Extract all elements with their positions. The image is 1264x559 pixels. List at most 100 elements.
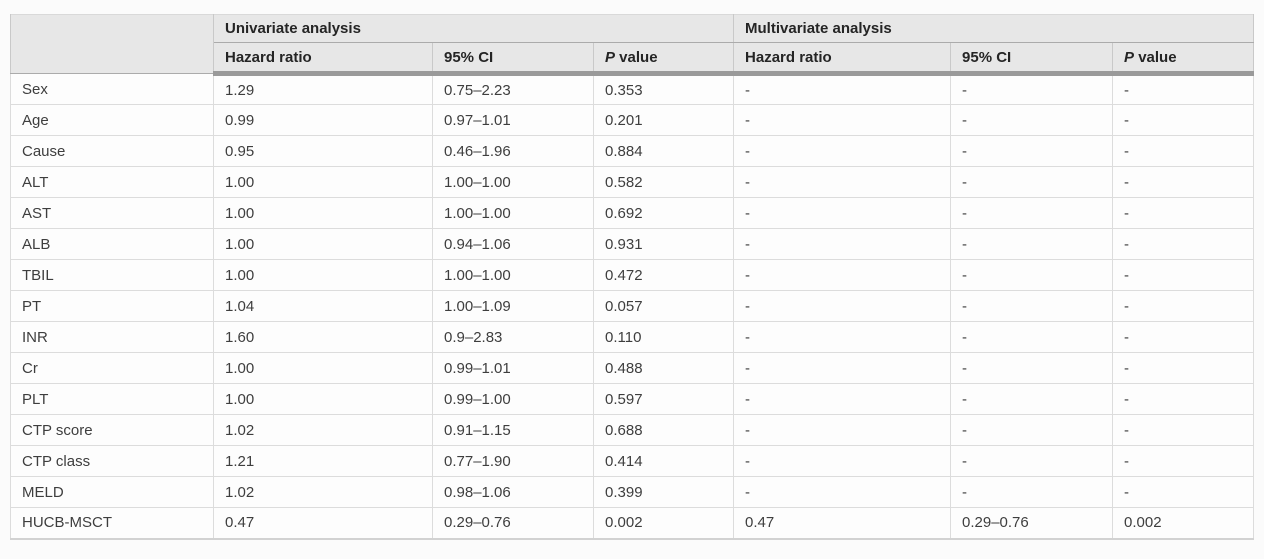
- table-row: ALT 1.00 1.00–1.00 0.582 - - -: [10, 166, 1255, 198]
- cell-uni-hazard-ratio: 1.02: [213, 414, 433, 446]
- table-row: HUCB-MSCT 0.47 0.29–0.76 0.002 0.47 0.29…: [10, 507, 1255, 539]
- table-row: ALB 1.00 0.94–1.06 0.931 - - -: [10, 228, 1255, 260]
- cell-multi-hazard-ratio: -: [733, 352, 952, 384]
- cell-uni-p-value: 0.597: [592, 383, 735, 415]
- cell-uni-ci: 0.98–1.06: [432, 476, 594, 508]
- cell-multi-ci: -: [950, 445, 1114, 477]
- cell-uni-p-value: 0.414: [592, 445, 735, 477]
- p-value-italic-letter: P: [1124, 48, 1135, 66]
- cell-variable: CTP class: [10, 445, 214, 477]
- cell-uni-hazard-ratio: 1.00: [213, 197, 433, 229]
- cell-multi-p-value: -: [1112, 476, 1255, 508]
- cell-uni-ci: 0.75–2.23: [432, 73, 594, 105]
- cell-multi-ci: -: [950, 290, 1114, 322]
- cell-multi-ci: -: [950, 228, 1114, 260]
- cell-multi-hazard-ratio: -: [733, 73, 952, 105]
- cell-multi-ci: -: [950, 383, 1114, 415]
- cell-variable: CTP score: [10, 414, 214, 446]
- cell-multi-hazard-ratio: -: [733, 259, 952, 291]
- cell-variable: PT: [10, 290, 214, 322]
- cell-uni-ci: 0.99–1.00: [432, 383, 594, 415]
- cell-variable: MELD: [10, 476, 214, 508]
- cell-variable: Sex: [10, 73, 214, 105]
- cell-variable: HUCB-MSCT: [10, 507, 214, 539]
- cell-uni-p-value: 0.057: [592, 290, 735, 322]
- cell-variable: PLT: [10, 383, 214, 415]
- cell-uni-hazard-ratio: 1.60: [213, 321, 433, 353]
- cell-multi-ci: -: [950, 321, 1114, 353]
- cell-multi-hazard-ratio: -: [733, 228, 952, 260]
- cell-uni-hazard-ratio: 1.02: [213, 476, 433, 508]
- cell-uni-hazard-ratio: 1.00: [213, 228, 433, 260]
- cell-multi-p-value: -: [1112, 383, 1255, 415]
- cell-uni-p-value: 0.582: [592, 166, 735, 198]
- cell-uni-hazard-ratio: 0.99: [213, 104, 433, 136]
- cell-uni-ci: 0.99–1.01: [432, 352, 594, 384]
- cell-uni-hazard-ratio: 0.47: [213, 507, 433, 539]
- cell-uni-hazard-ratio: 1.04: [213, 290, 433, 322]
- cell-uni-p-value: 0.472: [592, 259, 735, 291]
- cell-multi-ci: -: [950, 352, 1114, 384]
- cell-variable: Age: [10, 104, 214, 136]
- p-value-italic-letter: P: [605, 48, 616, 66]
- cell-uni-ci: 0.46–1.96: [432, 135, 594, 167]
- table-row: Cr 1.00 0.99–1.01 0.488 - - -: [10, 352, 1255, 384]
- cell-multi-p-value: -: [1112, 104, 1255, 136]
- cell-uni-ci: 1.00–1.00: [432, 197, 594, 229]
- table-row: PT 1.04 1.00–1.09 0.057 - - -: [10, 290, 1255, 322]
- col-header-uni-p-value: P value: [592, 42, 735, 76]
- cell-multi-p-value: -: [1112, 197, 1255, 229]
- cell-uni-ci: 0.97–1.01: [432, 104, 594, 136]
- cell-uni-p-value: 0.002: [592, 507, 735, 539]
- group-header-univariate: Univariate analysis: [212, 14, 735, 43]
- cell-uni-p-value: 0.488: [592, 352, 735, 384]
- table-row: CTP class 1.21 0.77–1.90 0.414 - - -: [10, 445, 1255, 477]
- cell-uni-ci: 1.00–1.09: [432, 290, 594, 322]
- table-row: MELD 1.02 0.98–1.06 0.399 - - -: [10, 476, 1255, 508]
- table-row: Age 0.99 0.97–1.01 0.201 - - -: [10, 104, 1255, 136]
- p-value-rest: value: [1134, 48, 1177, 66]
- cell-uni-hazard-ratio: 0.95: [213, 135, 433, 167]
- table-header: Univariate analysis Multivariate analysi…: [10, 14, 1255, 76]
- cell-multi-p-value: -: [1112, 259, 1255, 291]
- cell-multi-p-value: -: [1112, 166, 1255, 198]
- cell-multi-hazard-ratio: -: [733, 445, 952, 477]
- cell-variable: TBIL: [10, 259, 214, 291]
- table-row: CTP score 1.02 0.91–1.15 0.688 - - -: [10, 414, 1255, 446]
- cell-multi-hazard-ratio: -: [733, 383, 952, 415]
- cell-uni-hazard-ratio: 1.21: [213, 445, 433, 477]
- cell-multi-ci: 0.29–0.76: [950, 507, 1114, 539]
- cell-variable: Cause: [10, 135, 214, 167]
- cell-variable: ALB: [10, 228, 214, 260]
- sub-header-row: Hazard ratio 95% CI P value Hazard ratio…: [11, 42, 1255, 76]
- cell-multi-p-value: -: [1112, 135, 1255, 167]
- cell-multi-hazard-ratio: -: [733, 166, 952, 198]
- cell-uni-p-value: 0.884: [592, 135, 735, 167]
- table-row: INR 1.60 0.9–2.83 0.110 - - -: [10, 321, 1255, 353]
- cell-multi-hazard-ratio: -: [733, 135, 952, 167]
- col-header-multi-ci: 95% CI: [950, 42, 1114, 76]
- analysis-table: Univariate analysis Multivariate analysi…: [10, 14, 1255, 540]
- cell-multi-hazard-ratio: -: [733, 414, 952, 446]
- cell-multi-p-value: 0.002: [1112, 507, 1255, 539]
- cell-multi-hazard-ratio: 0.47: [733, 507, 952, 539]
- cell-uni-p-value: 0.692: [592, 197, 735, 229]
- cell-uni-ci: 0.94–1.06: [432, 228, 594, 260]
- cell-multi-ci: -: [950, 104, 1114, 136]
- cell-uni-p-value: 0.201: [592, 104, 735, 136]
- cell-uni-hazard-ratio: 1.00: [213, 383, 433, 415]
- table-row: Sex 1.29 0.75–2.23 0.353 - - -: [10, 73, 1255, 105]
- group-header-multivariate: Multivariate analysis: [733, 14, 1255, 43]
- cell-uni-hazard-ratio: 1.00: [213, 259, 433, 291]
- cell-multi-p-value: -: [1112, 290, 1255, 322]
- cell-multi-ci: -: [950, 135, 1114, 167]
- cell-variable: Cr: [10, 352, 214, 384]
- cell-variable: INR: [10, 321, 214, 353]
- cell-uni-ci: 0.9–2.83: [432, 321, 594, 353]
- cell-multi-hazard-ratio: -: [733, 321, 952, 353]
- group-header-row: Univariate analysis Multivariate analysi…: [10, 14, 1255, 74]
- cell-uni-p-value: 0.399: [592, 476, 735, 508]
- cell-multi-p-value: -: [1112, 414, 1255, 446]
- cell-uni-ci: 1.00–1.00: [432, 259, 594, 291]
